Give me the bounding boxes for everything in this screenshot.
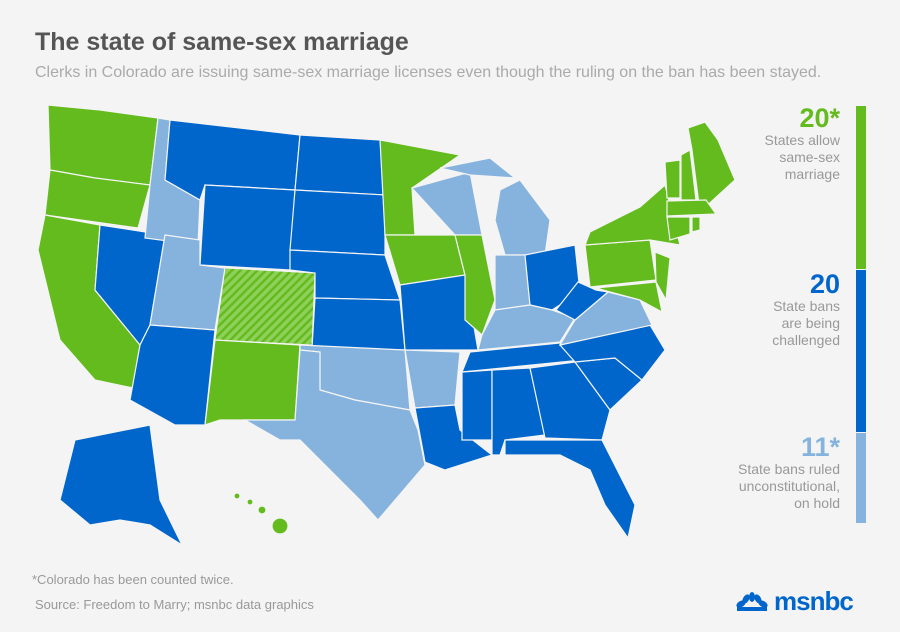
state-georgia [529,361,611,441]
legend-challenged-count: 20 [809,269,840,299]
state-alaska [59,424,184,547]
state-rhode-island [691,216,701,233]
state-massachusetts [666,199,718,217]
legend-allow-label: same-sex [779,149,840,165]
state-new-york [584,183,681,246]
state-west-virginia [555,281,610,321]
state-kansas [311,297,406,351]
legend-challenged-label: challenged [772,332,840,348]
state-hawaii [233,492,289,535]
legend-on-hold-label: State bans ruled [738,461,840,477]
legend-challenged: 20 State bans are being challenged [772,270,840,349]
legend-on-hold-label: unconstitutional, [738,478,840,494]
state-wyoming [199,184,296,271]
state-michigan [494,179,551,256]
legend-allow: 20* States allow same-sex marriage [765,104,840,183]
legend-on-hold: 11* State bans ruled unconstitutional, o… [738,433,840,512]
state-colorado [214,267,316,346]
legend-on-hold-label: on hold [794,495,840,511]
logo-text: msnbc [774,586,854,616]
legend-allow-count: 20* [799,103,840,133]
legend-allow-label: States allow [764,132,840,148]
state-new-mexico [204,339,301,426]
legend-challenged-label: State bans [773,298,840,314]
state-michigan-up [439,157,517,179]
legend-challenged-label: are being [781,315,840,331]
subtitle: Clerks in Colorado are issuing same-sex … [35,64,822,81]
state-north-dakota [294,134,386,196]
peacock-icon [736,591,768,611]
state-maryland-delaware [595,281,663,314]
state-arkansas [404,349,461,409]
footnote: *Colorado has been counted twice. [32,572,234,587]
state-connecticut [666,216,691,241]
legend-bar-allow [856,106,866,269]
state-minnesota [379,139,462,236]
state-vermont [664,159,681,199]
legend-bar-on-hold [856,433,866,523]
state-south-dakota [289,189,386,256]
legend-on-hold-count: 11* [800,432,840,462]
state-arizona [129,324,216,426]
state-mississippi [461,369,493,441]
state-new-jersey [654,251,671,302]
state-florida [504,439,636,540]
page-title: The state of same-sex marriage [35,28,409,56]
source-credit: Source: Freedom to Marry; msnbc data gra… [35,597,314,612]
state-pennsylvania [584,239,657,288]
state-oregon [44,169,151,229]
state-maine [687,121,736,214]
legend-allow-label: marriage [784,166,840,182]
state-indiana [494,254,531,311]
state-texas [242,349,426,521]
legend-bar-challenged [856,270,866,432]
msnbc-logo: msnbc [735,586,854,617]
